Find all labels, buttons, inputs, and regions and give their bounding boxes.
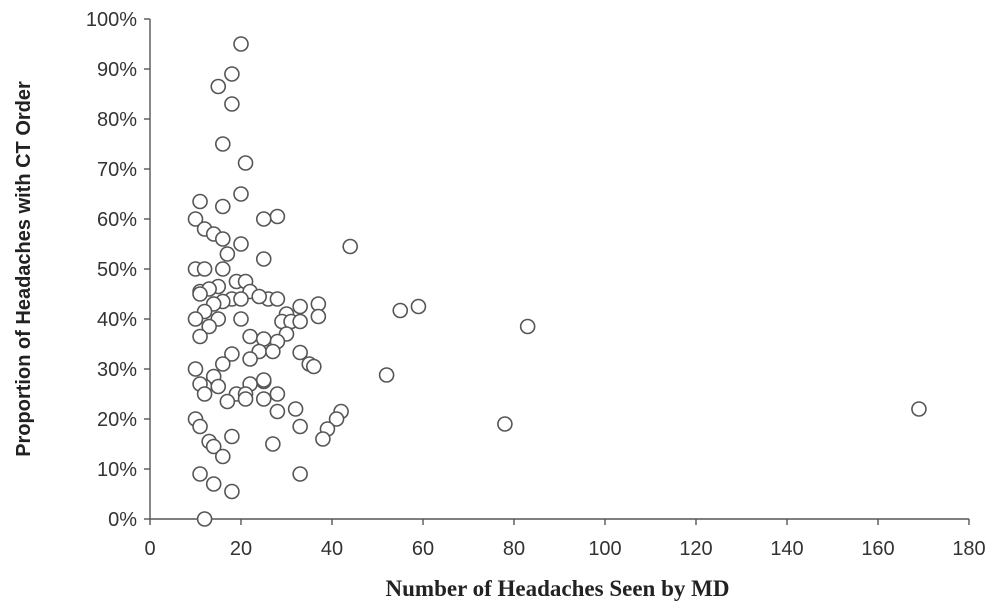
- data-point: [205, 438, 222, 455]
- data-point: [265, 436, 281, 452]
- data-point: [233, 291, 249, 307]
- y-axis: 0% 10% 20% 30% 40% 50% 60% 70% 80% 90% 100%: [86, 9, 151, 531]
- data-point: [192, 418, 208, 435]
- data-point: [187, 211, 204, 227]
- y-tick-label: 20%: [97, 409, 137, 431]
- data-point: [215, 261, 231, 277]
- y-tick-label: 0%: [108, 509, 137, 531]
- y-tick-label: 100%: [86, 9, 137, 31]
- x-tick-label: 40: [321, 538, 343, 560]
- data-point: [215, 448, 231, 465]
- data-point: [192, 466, 208, 482]
- y-tick-label: 40%: [97, 309, 137, 331]
- data-point: [237, 155, 254, 171]
- data-point: [210, 78, 227, 95]
- y-tick-label: 70%: [97, 159, 137, 181]
- data-point: [255, 251, 272, 267]
- data-point: [215, 198, 231, 215]
- data-point: [224, 428, 240, 445]
- x-tick-label: 180: [952, 538, 985, 560]
- data-point: [269, 291, 286, 307]
- y-tick-label: 60%: [97, 209, 137, 231]
- data-point: [292, 418, 308, 435]
- data-point: [233, 311, 249, 327]
- data-point: [342, 238, 359, 255]
- data-point: [269, 403, 286, 420]
- data-point: [205, 476, 222, 492]
- x-tick-label: 80: [503, 538, 525, 560]
- x-tick-label: 60: [412, 538, 434, 560]
- y-axis-title: Proportion of Headaches with CT Order: [13, 81, 35, 457]
- data-point: [269, 208, 286, 225]
- data-point: [201, 318, 217, 335]
- data-point: [215, 356, 231, 372]
- data-point: [219, 393, 236, 410]
- data-point: [192, 328, 208, 345]
- data-point: [328, 411, 345, 427]
- data-point: [392, 302, 409, 319]
- x-axis: 0 20 40 60 80 100 120 140 160 180: [144, 518, 986, 560]
- data-point: [233, 36, 249, 52]
- data-point: [219, 246, 236, 262]
- data-point: [215, 136, 231, 152]
- data-point: [911, 401, 927, 417]
- data-point: [210, 378, 227, 395]
- data-point: [224, 96, 240, 112]
- data-point: [410, 298, 427, 315]
- data-point: [192, 286, 208, 302]
- data-point: [242, 351, 258, 367]
- y-tick-label: 80%: [97, 109, 137, 131]
- data-point: [269, 386, 286, 402]
- x-tick-label: 140: [770, 538, 803, 560]
- data-point: [378, 367, 395, 383]
- data-point: [237, 391, 254, 407]
- data-point: [315, 431, 331, 447]
- data-point: [224, 483, 240, 500]
- x-tick-label: 0: [144, 538, 155, 560]
- data-point: [255, 211, 272, 227]
- data-point: [187, 361, 204, 377]
- data-point: [519, 318, 536, 335]
- data-point: [292, 344, 308, 361]
- data-point: [292, 313, 308, 330]
- x-tick-label: 160: [861, 538, 894, 560]
- data-points: [187, 36, 927, 527]
- x-axis-title: Number of Headaches Seen by MD: [386, 576, 730, 601]
- data-point: [196, 261, 213, 277]
- data-point: [196, 386, 213, 402]
- data-point: [224, 66, 240, 82]
- data-point: [192, 193, 208, 210]
- y-tick-label: 30%: [97, 359, 137, 381]
- data-point: [497, 416, 513, 432]
- data-point: [305, 358, 322, 375]
- data-point: [224, 346, 240, 362]
- data-point: [233, 236, 249, 252]
- x-tick-label: 100: [588, 538, 621, 560]
- data-point: [292, 298, 308, 315]
- y-tick-label: 10%: [97, 459, 137, 481]
- data-point: [233, 186, 249, 202]
- data-point: [310, 308, 327, 325]
- data-point: [215, 231, 231, 247]
- data-point: [187, 311, 204, 327]
- data-point: [292, 466, 308, 482]
- data-point: [242, 328, 258, 345]
- data-point: [265, 343, 281, 360]
- data-point: [287, 401, 304, 417]
- data-point: [196, 511, 213, 527]
- x-tick-label: 120: [679, 538, 712, 560]
- y-tick-label: 90%: [97, 59, 137, 81]
- data-point: [251, 288, 268, 305]
- data-point: [255, 391, 272, 407]
- data-point: [255, 372, 272, 388]
- y-tick-label: 50%: [97, 259, 137, 281]
- x-tick-label: 20: [230, 538, 252, 560]
